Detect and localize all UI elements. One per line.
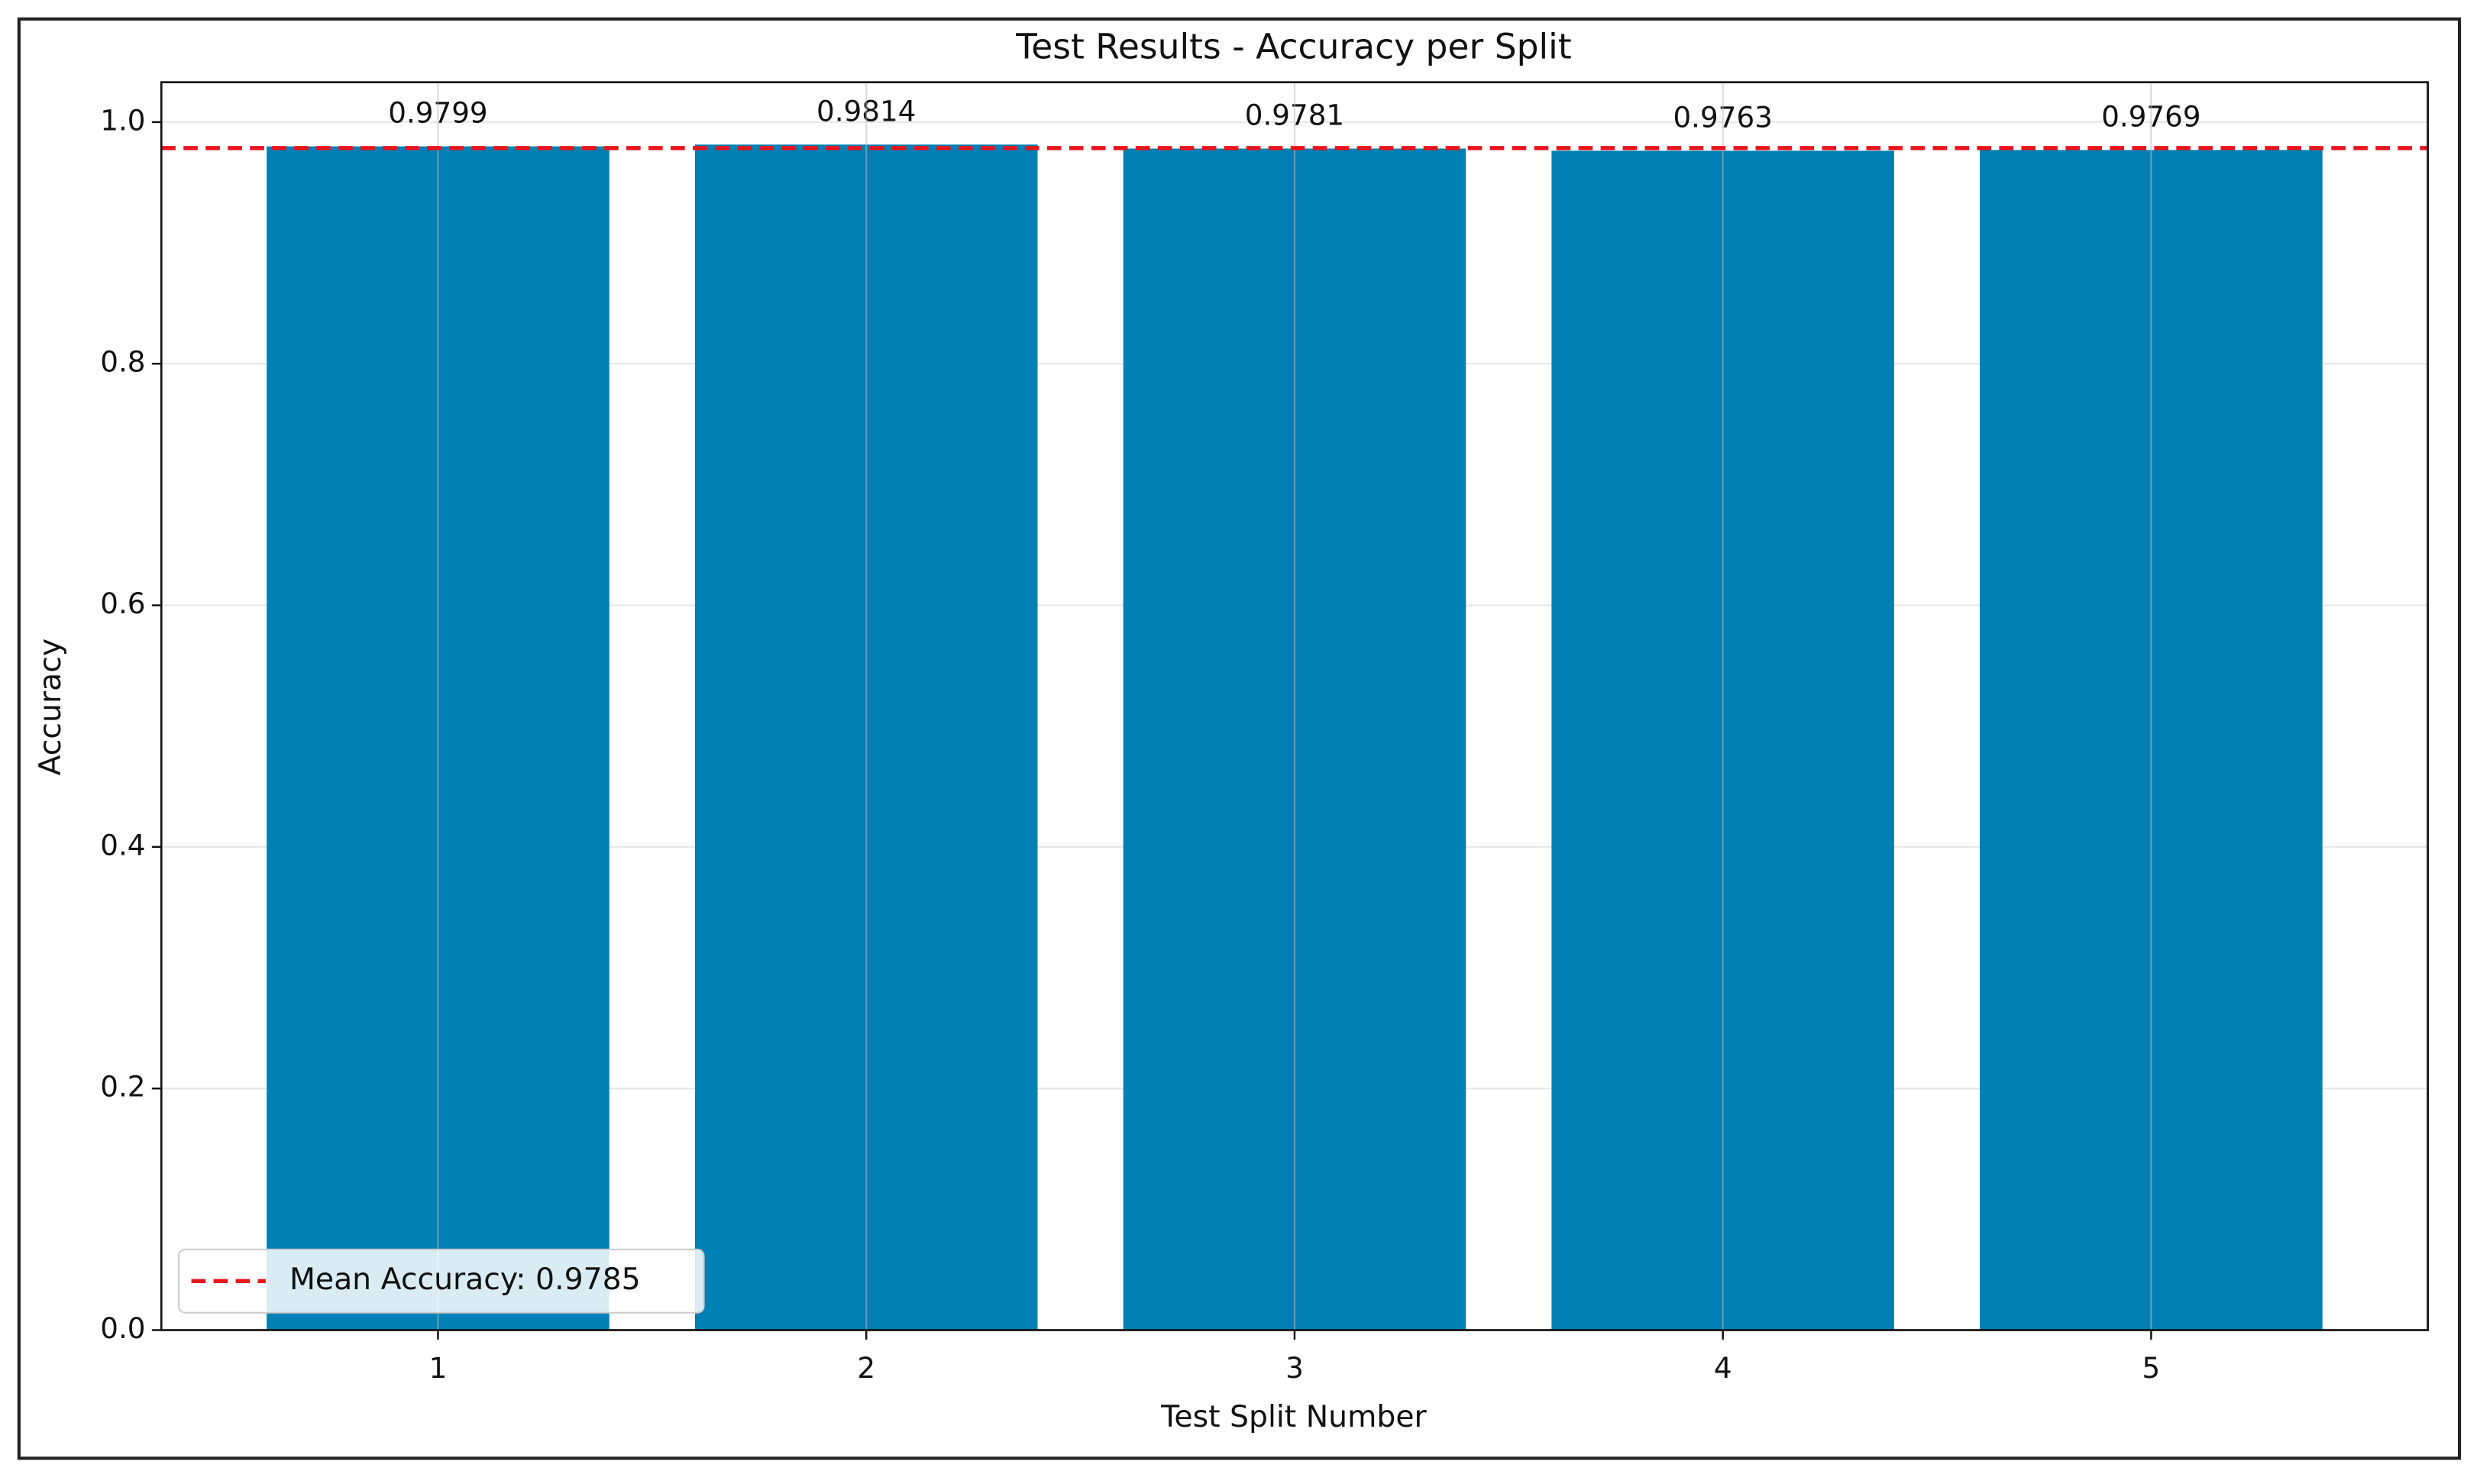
y-tick-label: 0.0 — [100, 1311, 145, 1345]
y-tick-label: 0.8 — [100, 345, 145, 379]
x-tick-label: 5 — [2142, 1351, 2161, 1385]
x-axis-label: Test Split Number — [1160, 1399, 1427, 1434]
frame — [17, 17, 2462, 1460]
legend-label: Mean Accuracy: 0.9785 — [289, 1262, 641, 1297]
x-tick-label: 4 — [1714, 1351, 1732, 1385]
axes-frame — [160, 81, 2429, 1331]
y-tick-label: 0.4 — [100, 828, 145, 862]
legend-box — [177, 1248, 705, 1314]
x-tick-label: 2 — [857, 1351, 875, 1385]
y-tick-label: 0.2 — [100, 1070, 145, 1104]
y-axis-label: Accuracy — [33, 639, 68, 776]
y-tick-label: 1.0 — [100, 103, 145, 137]
chart-title: Test Results - Accuracy per Split — [1015, 27, 1572, 67]
x-tick-label: 1 — [429, 1351, 448, 1385]
x-tick-label: 3 — [1285, 1351, 1304, 1385]
y-tick-label: 0.6 — [100, 587, 145, 620]
